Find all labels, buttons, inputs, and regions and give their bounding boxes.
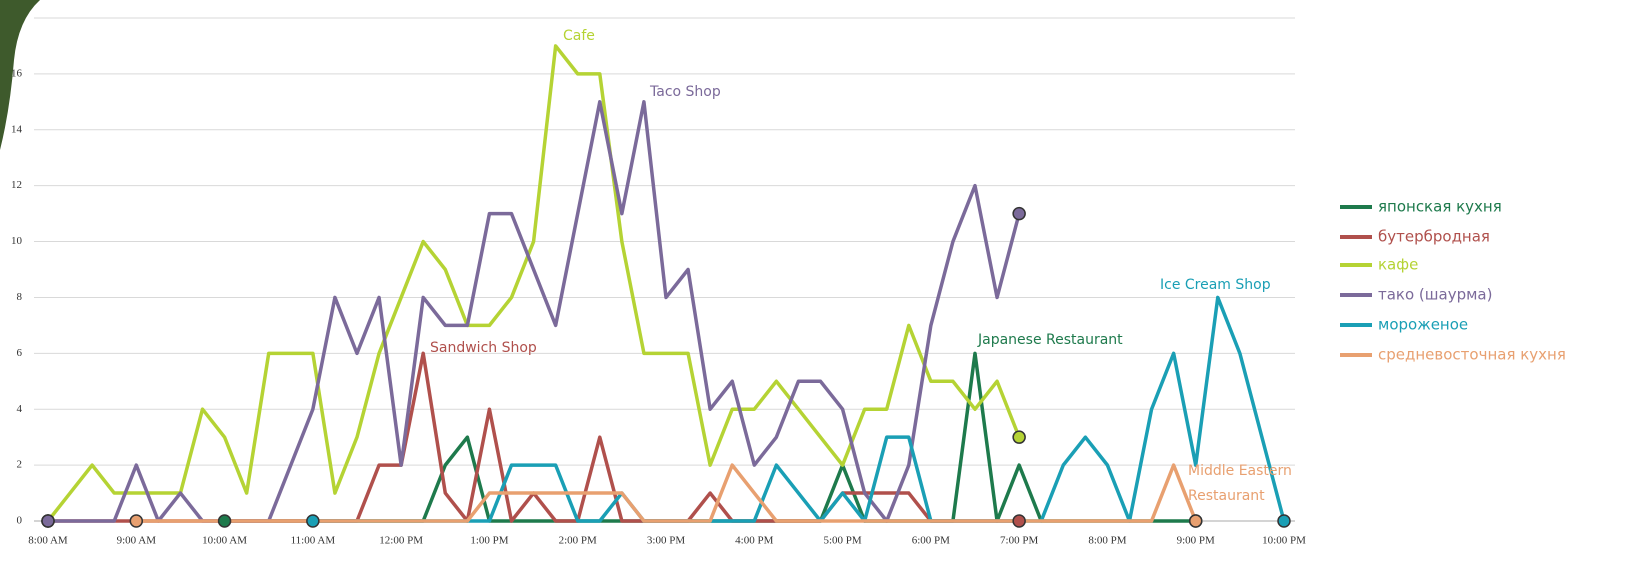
y-tick-label: 10	[11, 235, 23, 247]
end-marker	[41, 514, 55, 528]
x-tick-label: 6:00 PM	[912, 535, 950, 547]
y-tick-label: 2	[17, 459, 23, 471]
x-tick-label: 12:00 PM	[379, 535, 423, 547]
legend-label: средневосточная кухня	[1378, 346, 1566, 364]
y-tick-label: 12	[11, 179, 22, 191]
annotation: Japanese Restaurant	[977, 332, 1123, 348]
series-line	[312, 295, 1286, 523]
x-tick-label: 8:00 PM	[1088, 535, 1126, 547]
series-line	[48, 100, 1021, 523]
x-tick-label: 5:00 PM	[823, 535, 861, 547]
end-marker	[1012, 206, 1026, 221]
x-tick-label: 10:00 AM	[202, 535, 247, 547]
end-marker	[1012, 514, 1026, 528]
x-tick-label: 10:00 PM	[1262, 535, 1306, 547]
annotation: Cafe	[563, 28, 595, 44]
annotation: Middle Eastern	[1188, 463, 1292, 479]
annotation: Restaurant	[1188, 488, 1265, 504]
x-tick-label: 4:00 PM	[735, 535, 773, 547]
corner-leaf	[0, 0, 40, 150]
y-tick-label: 16	[11, 67, 23, 79]
annotation: Sandwich Shop	[430, 340, 537, 356]
end-marker	[306, 514, 320, 528]
x-tick-label: 3:00 PM	[647, 535, 685, 547]
x-tick-label: 2:00 PM	[559, 535, 597, 547]
y-tick-label: 6	[17, 347, 23, 359]
y-tick-label: 8	[17, 291, 23, 303]
end-marker	[129, 514, 144, 528]
legend-label: мороженое	[1378, 316, 1468, 334]
end-marker	[1277, 514, 1291, 528]
end-marker	[217, 514, 232, 528]
y-tick-label: 0	[17, 515, 23, 527]
end-marker	[1012, 430, 1026, 444]
legend-label: тако (шаурма)	[1378, 286, 1492, 304]
x-tick-label: 8:00 AM	[28, 535, 68, 547]
legend-label: кафе	[1378, 256, 1418, 274]
series-line	[46, 44, 1021, 523]
annotation: Ice Cream Shop	[1160, 277, 1271, 293]
legend-label: японская кухня	[1378, 198, 1502, 216]
x-tick-label: 11:00 AM	[291, 535, 336, 547]
y-tick-label: 4	[17, 403, 23, 415]
x-tick-label: 7:00 PM	[1000, 535, 1038, 547]
x-tick-label: 9:00 PM	[1177, 535, 1215, 547]
end-marker	[1188, 514, 1203, 528]
annotation: Taco Shop	[649, 84, 721, 100]
y-tick-label: 14	[11, 123, 23, 135]
x-tick-label: 1:00 PM	[470, 535, 508, 547]
legend-label: бутербродная	[1378, 228, 1490, 246]
x-tick-label: 9:00 AM	[117, 535, 157, 547]
